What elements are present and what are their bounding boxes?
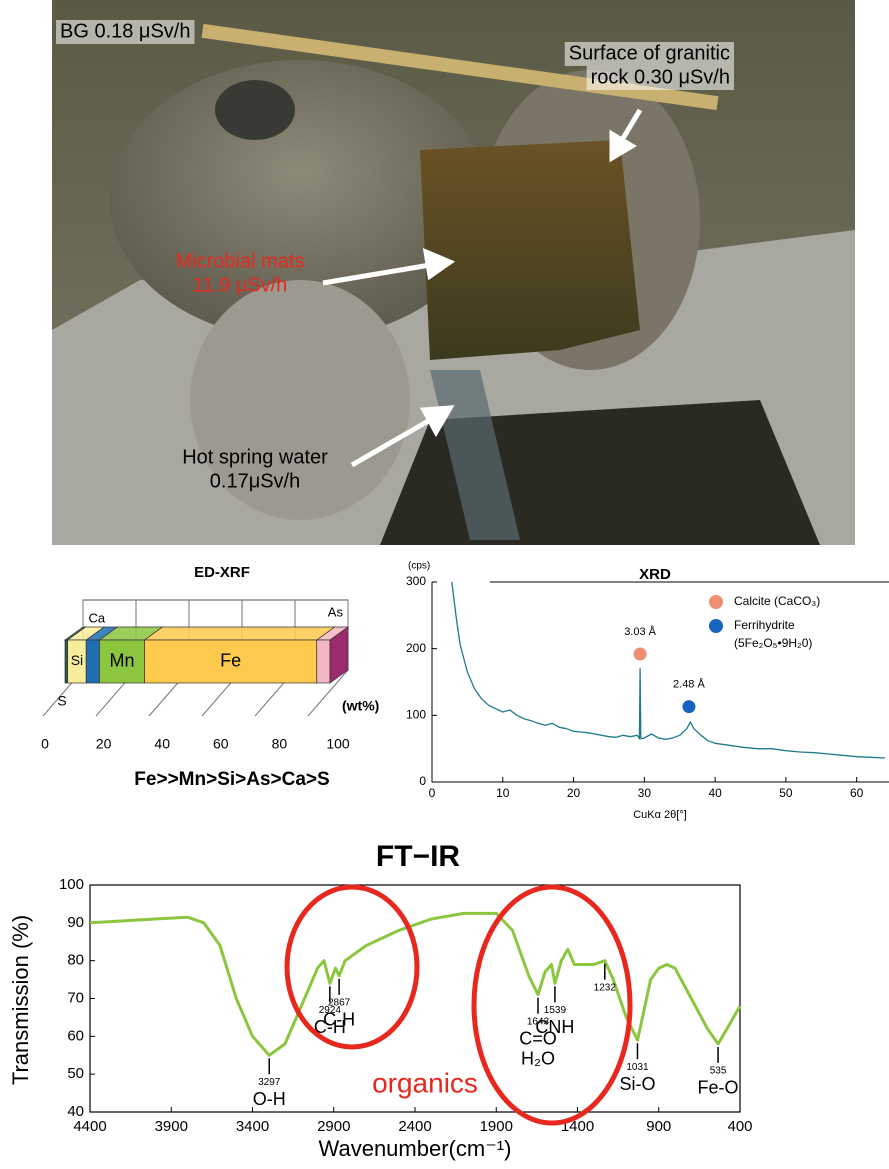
y-axis-label: Transmission (%): [8, 915, 33, 1085]
chart-title: ED-XRF: [194, 564, 250, 581]
series-label: Ca: [89, 610, 106, 625]
x-tick-label: 0: [41, 736, 49, 752]
x-tick-label: 20: [96, 736, 112, 752]
series-label: S: [57, 693, 66, 709]
peak-assignment: C-H: [323, 1010, 355, 1030]
legend-label: Ferrihydrite: [734, 618, 795, 632]
note: organics: [372, 1067, 478, 1098]
legend-label: (5Fe₂O₅•9H₂0): [734, 636, 812, 650]
peak-assignment: O-H: [253, 1089, 286, 1109]
x-tick-label: 60: [850, 786, 864, 800]
photo-label: BG 0.18 μSv/h: [60, 20, 190, 42]
y-tick-label: 100: [59, 876, 84, 893]
x-axis-label: Wavenumber(cm⁻¹): [319, 1136, 512, 1161]
x-axis-label: (wt%): [342, 698, 379, 714]
x-tick-label: 3900: [155, 1118, 188, 1135]
y-tick-label: 70: [67, 989, 84, 1006]
x-tick-label: 40: [154, 736, 170, 752]
x-axis-label: CuKα 2θ[°]: [633, 809, 687, 821]
xrd-chart: 0 100 200 300 0 10 20 30 40 50 60 XRD (cps) CuKα 2θ[°…: [406, 561, 889, 821]
peak-marker: [634, 648, 647, 661]
legend-marker: [709, 619, 723, 633]
peak-wavenumber: 1232: [594, 982, 617, 993]
y-tick-label: 50: [67, 1065, 84, 1082]
data-line: [452, 582, 885, 758]
peak-assignment: Si-O: [619, 1074, 655, 1094]
y-axis-label: (cps): [408, 561, 430, 572]
series-label: Fe: [220, 650, 241, 670]
peak-wavenumber: 535: [710, 1066, 727, 1077]
figure: BG 0.18 μSv/h Surface of graniticrock 0.3…: [0, 0, 889, 1169]
chart-title: XRD: [639, 566, 671, 583]
y-tick-label: 0: [419, 774, 426, 788]
bar-segment: [65, 640, 68, 683]
x-tick-label: 10: [496, 786, 510, 800]
x-tick-label: 4400: [73, 1118, 106, 1135]
legend-marker: [709, 595, 723, 609]
peak-wavenumber: 2867: [328, 997, 351, 1008]
x-tick-label: 40: [708, 786, 722, 800]
photo-label: Hot spring water: [182, 446, 328, 468]
y-tick-label: 100: [406, 708, 426, 722]
page: {"photo":{"labels":[ {"lines":["BG 0.18 …: [0, 0, 889, 1169]
peak-wavenumber: 3297: [258, 1077, 281, 1088]
x-tick-label: 900: [646, 1118, 671, 1135]
bar-segment: [317, 640, 330, 683]
peak-assignment: H₂O: [521, 1048, 555, 1068]
x-tick-label: 60: [213, 736, 229, 752]
x-tick-label: 2400: [398, 1118, 431, 1135]
peak-wavenumber: 1539: [544, 1005, 567, 1016]
x-tick-label: 1900: [480, 1118, 513, 1135]
photo-label: 11.9 μSv/h: [193, 274, 288, 296]
x-tick-label: 80: [272, 736, 288, 752]
series-label: Si: [71, 652, 83, 668]
photo-label: rock 0.30 μSv/h: [591, 66, 730, 88]
subtitle: Fe>>Mn>Si>As>Ca>S: [134, 769, 329, 790]
y-tick-label: 60: [67, 1027, 84, 1044]
y-tick-label: 200: [406, 641, 426, 655]
chart-title: FT−IR: [376, 840, 461, 873]
series-label: As: [328, 604, 344, 619]
photo-label: 0.17μSv/h: [210, 470, 300, 492]
bar-segment: [86, 640, 99, 683]
x-tick-label: 20: [567, 786, 581, 800]
xrf-chart: ED-XRF 0 20 40 60 80 100 S Si Ca Mn Fe As (wt%) Fe>>Mn…: [41, 564, 427, 790]
x-tick-label: 400: [727, 1118, 752, 1135]
peak-label: 3.03 Å: [624, 625, 656, 638]
x-tick-label: 30: [638, 786, 652, 800]
y-tick-label: 300: [406, 574, 426, 588]
photo: [52, 0, 855, 545]
x-tick-label: 0: [429, 786, 436, 800]
legend-label: Calcite (CaCO₃): [734, 594, 820, 608]
peak-wavenumber: 1031: [626, 1062, 649, 1073]
peak-label: 2.48 Å: [673, 678, 705, 691]
photo-label: Microbial mats: [176, 250, 305, 272]
x-tick-label: 2900: [317, 1118, 350, 1135]
photo-label: Surface of granitic: [569, 42, 730, 64]
y-tick-label: 80: [67, 952, 84, 969]
x-tick-label: 100: [326, 736, 350, 752]
peak-assignment: Fe-O: [698, 1078, 739, 1098]
peak-marker: [682, 700, 695, 713]
x-tick-label: 3400: [236, 1118, 269, 1135]
series-label: Mn: [109, 650, 134, 670]
bar-top: [145, 627, 335, 640]
y-tick-label: 90: [67, 914, 84, 931]
peak-assignment: CNH: [535, 1017, 574, 1037]
x-tick-label: 50: [779, 786, 793, 800]
